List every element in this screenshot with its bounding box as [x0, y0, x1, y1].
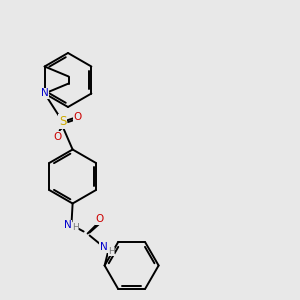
Text: N: N — [100, 242, 107, 253]
Text: O: O — [95, 214, 104, 224]
Text: H: H — [72, 223, 79, 232]
Text: O: O — [74, 112, 82, 122]
Text: H: H — [108, 247, 115, 256]
Text: S: S — [59, 115, 66, 128]
Text: O: O — [53, 131, 62, 142]
Text: N: N — [41, 88, 49, 98]
Text: N: N — [64, 220, 71, 230]
